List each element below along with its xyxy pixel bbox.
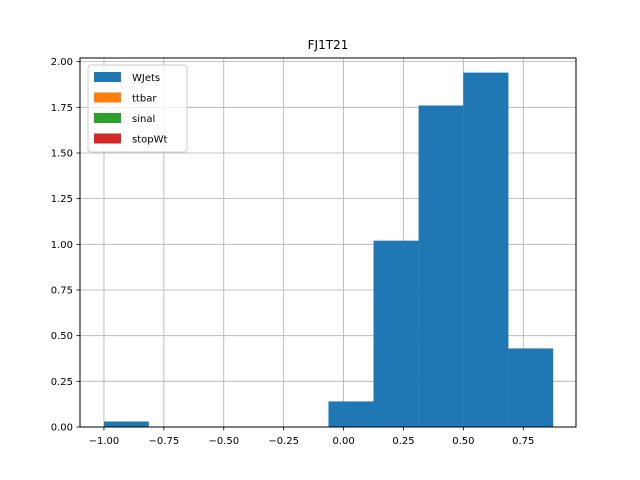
y-tick-label: 0.50	[51, 331, 73, 342]
x-tick-label: −0.25	[268, 436, 299, 447]
y-tick-label: 1.25	[51, 194, 73, 205]
legend-label: ttbar	[132, 94, 157, 105]
y-tick-label: 1.75	[51, 103, 73, 114]
x-tick-label: −1.00	[89, 436, 120, 447]
chart-title: FJ1T21	[308, 38, 349, 52]
legend-swatch	[94, 113, 121, 123]
legend-label: WJets	[132, 73, 160, 84]
histogram-bars	[103, 72, 554, 427]
histogram-bar	[103, 421, 149, 427]
legend-swatch	[94, 72, 121, 82]
y-tick-label: 0.25	[51, 377, 73, 388]
x-tick-label: −0.50	[208, 436, 239, 447]
legend-swatch	[94, 92, 121, 103]
histogram-bar	[328, 401, 374, 427]
legend-swatch	[94, 133, 121, 144]
plot-area-frame	[79, 57, 577, 428]
x-tick-label: 0.00	[332, 436, 354, 447]
legend-label: stopWt	[132, 135, 167, 146]
y-tick-label: 1.00	[51, 240, 73, 251]
legend: WJets ttbar sinal stopWt	[87, 64, 188, 153]
y-tick-label: 2.00	[51, 57, 73, 68]
histogram-bar	[418, 105, 464, 427]
y-tick-label: 0.75	[51, 285, 73, 296]
histogram-bar	[373, 240, 419, 427]
y-tick-label: 1.50	[51, 148, 73, 159]
x-tick-label: −0.75	[149, 436, 180, 447]
legend-label: sinal	[132, 114, 155, 125]
x-tick-label: 0.25	[392, 436, 414, 447]
histogram-bar	[508, 348, 554, 427]
legend-box	[87, 64, 188, 153]
x-axis: −1.00 −0.75 −0.50 −0.25 0.00 0.25 0.50 0.75	[89, 427, 534, 447]
x-tick-label: 0.75	[512, 436, 534, 447]
y-tick-label: 0.00	[51, 423, 73, 434]
y-axis: 0.00 0.25 0.50 0.75 1.00 1.25 1.50 1.75 2.00	[51, 57, 80, 434]
x-tick-label: 0.50	[452, 436, 474, 447]
histogram-bar	[463, 72, 509, 427]
